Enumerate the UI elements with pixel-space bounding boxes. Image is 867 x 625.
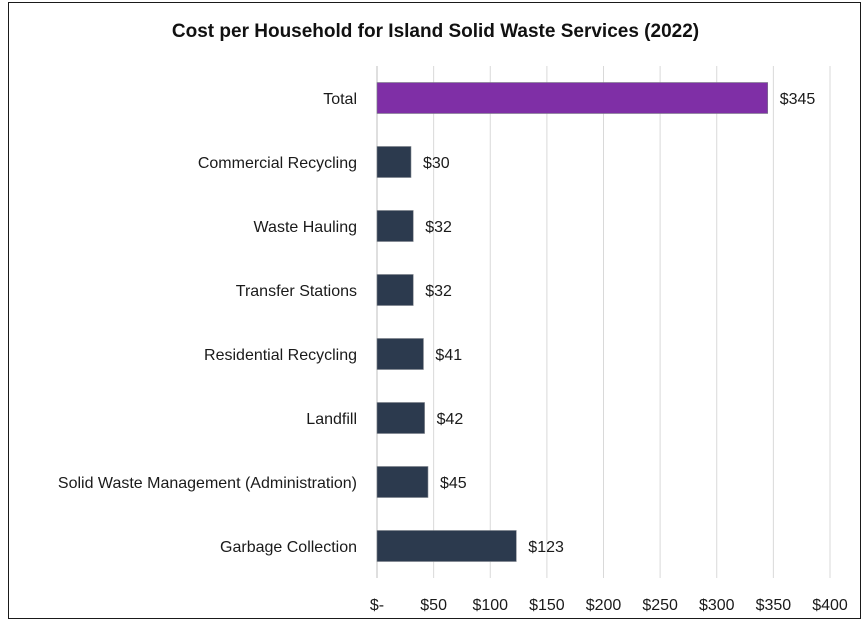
x-tick-label: $200 [586, 597, 622, 614]
bar[interactable] [376, 402, 425, 434]
bar[interactable] [376, 466, 429, 498]
bar[interactable] [376, 146, 412, 178]
x-tick-label: $400 [812, 597, 848, 614]
x-tick-label: $350 [756, 597, 792, 614]
x-tick-label: $150 [529, 597, 565, 614]
category-label: Transfer Stations [236, 283, 357, 300]
data-label: $45 [440, 475, 467, 492]
category-label: Residential Recycling [204, 347, 357, 364]
x-tick-label: $100 [472, 597, 508, 614]
chart-title: Cost per Household for Island Solid Wast… [171, 21, 700, 42]
x-tick-label: $- [370, 597, 384, 614]
bar[interactable] [376, 274, 414, 306]
category-label: Commercial Recycling [198, 155, 357, 172]
x-tick-label: $300 [699, 597, 735, 614]
x-tick-label: $50 [420, 597, 447, 614]
data-label: $32 [425, 283, 452, 300]
data-label: $30 [423, 155, 450, 172]
bar[interactable] [376, 530, 517, 562]
category-label: Solid Waste Management (Administration) [58, 475, 357, 492]
category-label: Landfill [306, 411, 357, 428]
data-label: $41 [435, 347, 462, 364]
x-tick-label: $250 [642, 597, 678, 614]
bar[interactable] [376, 210, 414, 242]
category-label: Total [323, 91, 357, 108]
bar[interactable] [376, 338, 424, 370]
category-label: Garbage Collection [220, 539, 357, 556]
data-label: $345 [780, 91, 816, 108]
bar[interactable] [376, 82, 769, 114]
category-label: Waste Hauling [254, 219, 357, 236]
data-label: $123 [528, 539, 564, 556]
data-label: $42 [437, 411, 464, 428]
data-label: $32 [425, 219, 452, 236]
